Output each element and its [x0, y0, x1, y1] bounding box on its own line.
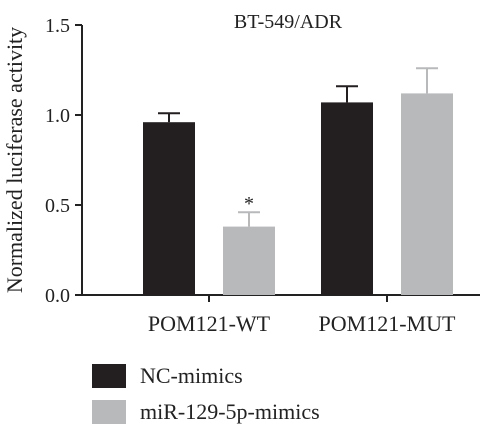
- y-ticks: 0.0 0.5 1.0 1.5: [45, 15, 82, 307]
- bars: [143, 67, 453, 296]
- bar-pom121-mut-nc-mimics: [321, 102, 373, 296]
- annotations: *: [244, 193, 254, 215]
- chart-title: BT-549/ADR: [234, 11, 343, 33]
- bar-pom121-wt-mir-129-5p-mimics: [223, 226, 275, 295]
- category-label-pom121-wt: POM121-WT: [148, 311, 271, 336]
- legend-label-nc-mimics: NC-mimics: [140, 363, 243, 388]
- y-tick-label: 0.0: [45, 285, 70, 307]
- significance-annotation: *: [244, 193, 254, 215]
- y-tick-label: 1.0: [45, 105, 70, 127]
- legend-label-mir-129-5p-mimics: miR-129-5p-mimics: [140, 399, 320, 424]
- bar-pom121-mut-mir-129-5p-mimics: [401, 93, 453, 296]
- y-tick-label: 0.5: [45, 195, 70, 217]
- legend: NC-mimics miR-129-5p-mimics: [92, 358, 320, 430]
- legend-item-mir-129-5p-mimics: miR-129-5p-mimics: [92, 394, 320, 430]
- bar-chart: BT-549/ADR Normalized luciferase activit…: [2, 11, 480, 336]
- y-tick-label: 1.5: [45, 15, 70, 37]
- x-categories: POM121-WT POM121-MUT: [148, 295, 456, 336]
- legend-item-nc-mimics: NC-mimics: [92, 358, 320, 394]
- category-label-pom121-mut: POM121-MUT: [319, 311, 456, 336]
- bar-pom121-wt-nc-mimics: [143, 122, 195, 295]
- y-axis-label: Normalized luciferase activity: [2, 27, 27, 293]
- legend-swatch-nc-mimics: [92, 364, 126, 388]
- legend-swatch-mir-129-5p-mimics: [92, 400, 126, 424]
